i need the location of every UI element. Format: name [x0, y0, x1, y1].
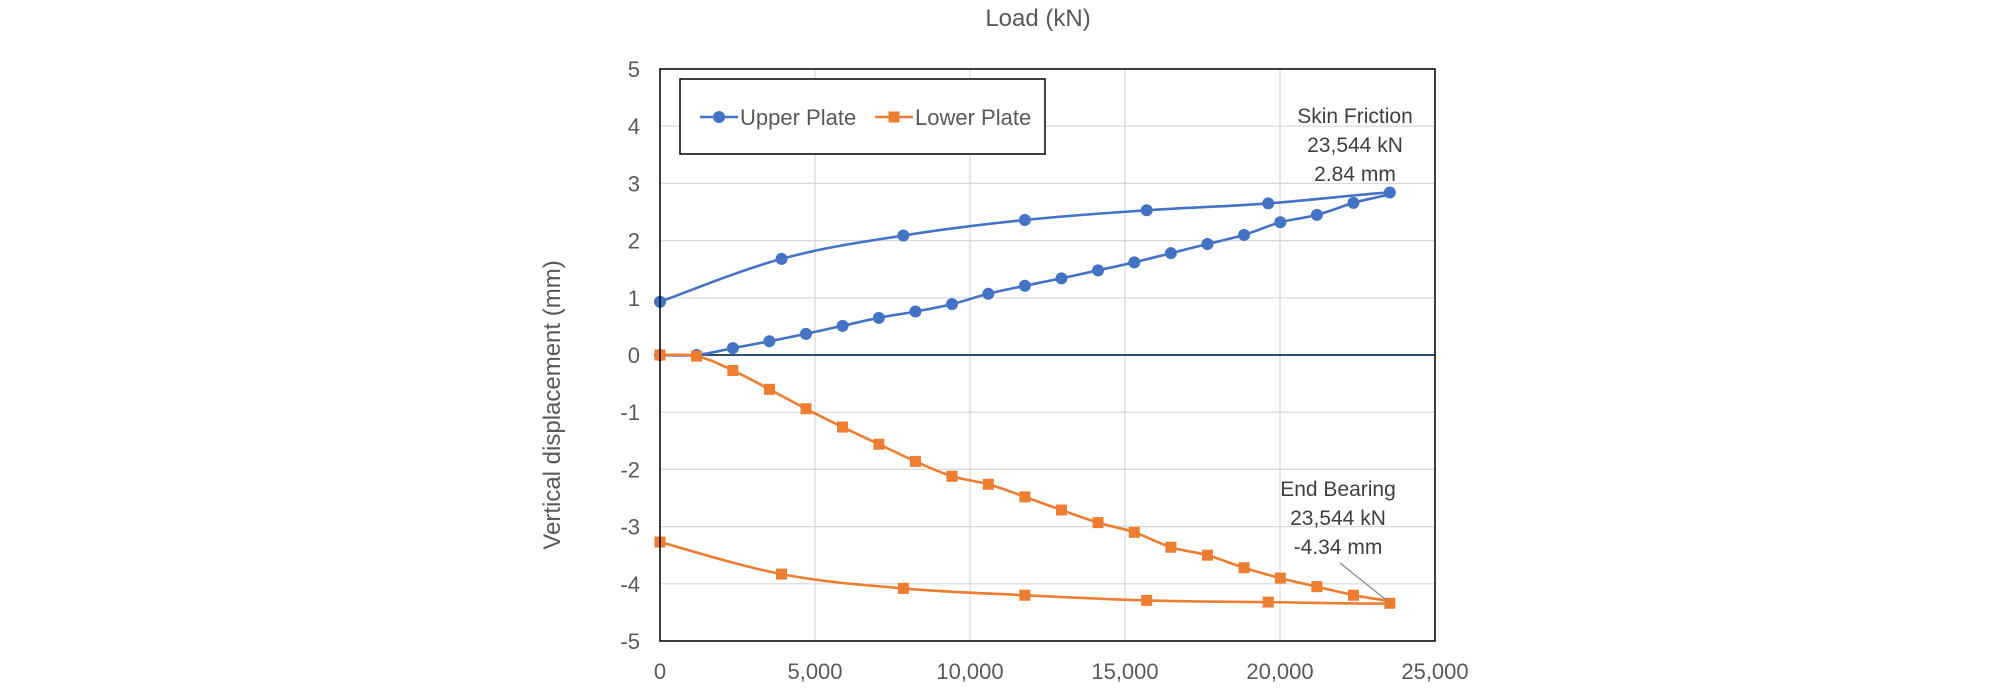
data-point-upper-plate — [836, 319, 849, 332]
data-point-upper-plate — [946, 298, 959, 311]
plot-border — [659, 68, 1436, 642]
legend-item-lower-plate: Lower Plate — [875, 105, 1031, 130]
legend: Upper Plate Lower Plate — [679, 78, 1046, 155]
x-tick-label: 10,000 — [936, 659, 1003, 684]
x-tick-label: 5,000 — [787, 659, 842, 684]
annotation-text-line: 23,544 kN — [1307, 134, 1403, 157]
y-tick-label: -4 — [620, 572, 640, 597]
data-point-lower-plate — [1311, 581, 1323, 593]
annotation-text-line: -4.34 mm — [1294, 536, 1383, 559]
data-point-lower-plate — [1128, 526, 1140, 538]
data-point-lower-plate — [1165, 541, 1177, 553]
data-point-lower-plate — [837, 421, 849, 433]
data-point-lower-plate — [691, 350, 703, 362]
data-point-upper-plate — [1262, 197, 1275, 210]
data-point-upper-plate — [1347, 196, 1360, 209]
data-point-lower-plate — [776, 568, 788, 580]
legend-item-upper-plate: Upper Plate — [700, 105, 856, 130]
data-point-upper-plate — [1383, 186, 1396, 199]
data-point-upper-plate — [1018, 214, 1031, 227]
y-axis-label: Vertical displacement (mm) — [539, 260, 566, 549]
annotation-end-bearing: End Bearing 23,544 kN -4.34 mm — [1280, 478, 1396, 602]
data-point-lower-plate — [1274, 572, 1286, 584]
chart-title: Load (kN) — [985, 5, 1090, 32]
y-tick-label: -2 — [620, 457, 640, 482]
y-tick-label: 0 — [628, 343, 640, 368]
y-tick-label: 3 — [628, 171, 640, 196]
data-point-upper-plate — [1140, 204, 1153, 217]
y-tick-label: 5 — [628, 57, 640, 82]
data-point-lower-plate — [1262, 596, 1274, 608]
data-point-upper-plate — [1310, 208, 1323, 221]
plot-area-border — [659, 68, 1436, 642]
annotation-leader-line — [1339, 562, 1389, 602]
data-point-lower-plate — [800, 403, 812, 415]
y-tick-label: 4 — [628, 114, 640, 139]
data-point-upper-plate — [1238, 228, 1251, 241]
x-tick-label: 25,000 — [1401, 659, 1468, 684]
legend-marker-lower-plate — [888, 111, 900, 123]
data-point-upper-plate — [909, 305, 922, 318]
y-tick-label: -1 — [620, 400, 640, 425]
annotation-text-line: 23,544 kN — [1290, 507, 1386, 530]
annotation-skin-friction: Skin Friction 23,544 kN 2.84 mm — [1297, 105, 1413, 186]
data-point-lower-plate — [1019, 589, 1031, 601]
data-point-upper-plate — [872, 311, 885, 324]
data-point-upper-plate — [1201, 238, 1214, 251]
data-point-upper-plate — [1092, 264, 1105, 277]
legend-label-lower-plate: Lower Plate — [915, 105, 1031, 130]
annotation-text-line: End Bearing — [1280, 478, 1396, 501]
data-point-upper-plate — [982, 287, 995, 300]
annotation-text-line: Skin Friction — [1297, 105, 1413, 128]
data-point-upper-plate — [800, 327, 813, 340]
x-tick-label: 15,000 — [1091, 659, 1158, 684]
tick-labels: 0 5,000 10,000 15,000 20,000 25,000 5 4 3 2 1 0 -1 -2… — [620, 57, 1468, 684]
data-point-upper-plate — [897, 229, 910, 242]
data-point-upper-plate — [1164, 247, 1177, 260]
annotations: Skin Friction 23,544 kN 2.84 mm End Bearing… — [1280, 105, 1413, 602]
data-point-lower-plate — [727, 364, 739, 376]
data-point-lower-plate — [1092, 517, 1104, 529]
data-point-lower-plate — [946, 470, 958, 482]
y-tick-label: 1 — [628, 286, 640, 311]
data-point-lower-plate — [1201, 549, 1213, 561]
series-layer — [654, 186, 1396, 609]
y-tick-label: -5 — [620, 629, 640, 654]
data-point-upper-plate — [1018, 279, 1031, 292]
x-tick-label: 20,000 — [1246, 659, 1313, 684]
legend-box — [679, 78, 1046, 155]
data-point-lower-plate — [1141, 594, 1153, 606]
data-point-upper-plate — [775, 252, 788, 265]
data-point-upper-plate — [726, 342, 739, 355]
annotation-text-line: 2.84 mm — [1314, 163, 1396, 186]
data-point-lower-plate — [1347, 589, 1359, 601]
data-point-upper-plate — [1274, 216, 1287, 229]
data-point-lower-plate — [1238, 562, 1250, 574]
legend-label-upper-plate: Upper Plate — [740, 105, 856, 130]
x-tick-label: 0 — [654, 659, 666, 684]
data-point-lower-plate — [873, 438, 885, 450]
series-line-lower-plate — [659, 353, 1395, 605]
data-point-lower-plate — [982, 478, 994, 490]
data-point-upper-plate — [763, 335, 776, 348]
y-tick-label: 2 — [628, 229, 640, 254]
legend-marker-upper-plate — [713, 111, 725, 123]
data-point-lower-plate — [1019, 491, 1031, 503]
data-point-lower-plate — [763, 383, 775, 395]
data-point-upper-plate — [1055, 272, 1068, 285]
data-point-lower-plate — [1055, 504, 1067, 516]
data-point-lower-plate — [909, 455, 921, 467]
y-tick-label: -3 — [620, 515, 640, 540]
data-point-upper-plate — [1128, 256, 1141, 269]
data-point-lower-plate — [897, 582, 909, 594]
data-point-lower-plate — [1384, 597, 1396, 609]
series-line-upper-plate — [659, 191, 1395, 357]
